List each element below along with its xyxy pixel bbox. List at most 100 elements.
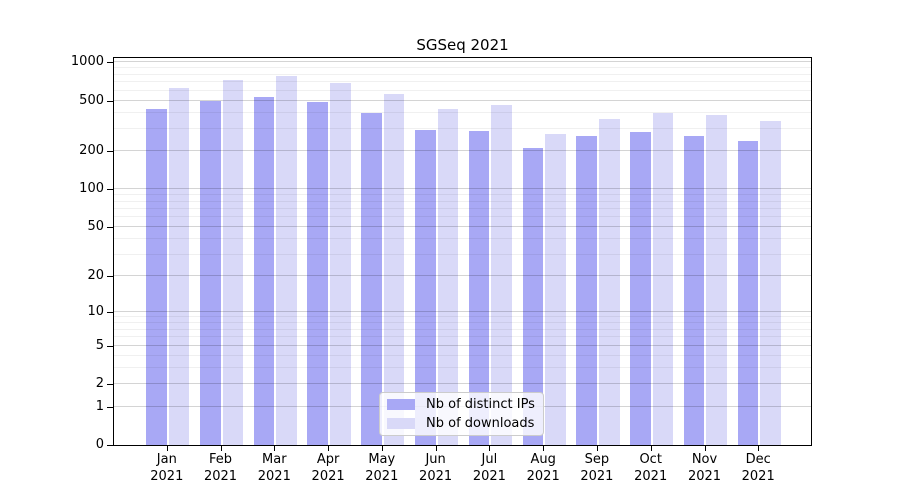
gridline-minor-700 [114,81,811,82]
x-tick-mark-apr [328,446,330,451]
y-tick-label-20: 20 [87,268,104,284]
legend-item-downloads: Nb of downloads [387,416,536,432]
x-tick-mark-jun [435,446,437,451]
x-tick-year-jul: 2021 [472,469,506,484]
gridline-minor-9 [114,316,811,318]
bar-distinct-ips-jul [468,130,490,445]
y-tick-mark-1 [107,406,113,408]
bar-downloads-feb [222,79,244,445]
gridline-minor-3 [114,367,811,369]
y-tick-label-0: 0 [95,437,104,452]
legend-label-distinct-ips: Nb of distinct IPs [426,396,535,412]
gridline-minor-600 [114,89,811,91]
x-tick-year-apr: 2021 [311,469,345,484]
x-tick-label-mar: Mar 2021 [242,451,306,485]
x-tick-year-feb: 2021 [203,469,238,484]
gridline-minor-90 [114,194,811,196]
x-tick-year-may: 2021 [365,469,399,484]
chart-title: SGSeq 2021 [416,36,509,54]
bar-distinct-ips-aug [522,148,544,445]
bar-distinct-ips-mar [253,96,275,445]
gridline-minor-40 [114,238,811,240]
bar-downloads-jul [491,105,512,445]
bar-downloads-may [383,94,405,445]
bar-downloads-dec [760,120,781,445]
y-tick-label-2: 2 [95,376,104,392]
bar-distinct-ips-jun [415,129,436,445]
y-tick-label-1: 1 [95,398,104,414]
y-tick-mark-2 [107,384,113,386]
gridline-minor-400 [114,111,811,113]
x-tick-year-jan: 2021 [150,469,184,484]
grid-layer [114,58,811,445]
bar-distinct-ips-apr [307,101,329,445]
bar-downloads-apr [330,83,351,445]
y-tick-mark-100 [107,189,113,191]
gridline-major-20 [114,275,811,277]
legend-swatch-downloads [387,418,415,429]
y-tick-label-200: 200 [79,143,104,159]
x-tick-year-nov: 2021 [687,469,722,484]
y-tick-label-50: 50 [87,219,104,235]
bar-downloads-mar [276,76,297,445]
x-tick-label-jan: Jan 2021 [135,451,199,485]
x-tick-mark-jul [489,446,491,451]
x-tick-year-sep: 2021 [580,469,614,484]
y-tick-mark-10 [107,312,113,314]
y-tick-mark-200 [107,151,113,153]
y-tick-label-100: 100 [79,181,104,197]
x-tick-year-oct: 2021 [634,469,668,484]
y-tick-label-500: 500 [79,92,104,108]
x-tick-mark-nov [704,446,706,451]
gridline-major-500 [114,99,811,101]
x-tick-label-may: May 2021 [350,451,414,485]
y-tick-mark-0 [107,445,113,446]
bar-distinct-ips-dec [737,140,759,445]
x-tick-year-aug: 2021 [526,469,560,484]
bar-downloads-nov [706,115,728,445]
gridline-minor-7 [114,328,811,330]
gridline-minor-30 [114,253,811,255]
gridline-minor-80 [114,200,811,202]
bars-layer [114,58,811,445]
x-tick-mark-may [381,446,383,451]
y-tick-mark-1000 [107,62,113,64]
gridline-minor-60 [114,216,811,218]
x-tick-year-dec: 2021 [741,469,775,484]
gridline-minor-4 [114,354,811,356]
bar-downloads-oct [652,112,674,445]
legend-label-downloads: Nb of downloads [426,415,535,431]
x-tick-mark-dec [758,446,760,451]
x-tick-mark-sep [596,446,598,451]
gridline-minor-8 [114,322,811,324]
gridline-major-1000 [114,61,811,63]
y-tick-mark-50 [107,227,113,229]
bar-distinct-ips-jan [146,109,167,445]
gridline-major-5 [114,344,811,346]
x-tick-label-oct: Oct 2021 [619,451,683,485]
gridline-minor-6 [114,336,811,338]
x-tick-label-aug: Aug 2021 [511,451,575,485]
plot-area [113,57,812,446]
y-tick-mark-20 [107,276,113,278]
x-tick-mark-oct [650,446,652,451]
legend-item-distinct-ips: Nb of distinct IPs [387,397,536,413]
y-tick-mark-5 [107,345,113,347]
bar-distinct-ips-may [361,112,382,445]
bar-distinct-ips-feb [199,100,221,445]
bar-distinct-ips-sep [576,136,597,445]
y-tick-mark-500 [107,100,113,102]
gridline-minor-70 [114,207,811,209]
bar-downloads-aug [545,133,566,445]
gridline-minor-900 [114,67,811,69]
x-tick-label-jun: Jun 2021 [404,451,468,485]
x-tick-label-jul: Jul 2021 [457,451,521,485]
x-tick-mark-jan [166,446,168,451]
x-tick-mark-feb [220,446,222,451]
x-tick-label-feb: Feb 2021 [189,451,253,485]
bar-downloads-jan [168,88,190,445]
x-tick-year-jun: 2021 [419,469,453,484]
legend: Nb of distinct IPs Nb of downloads [379,392,544,436]
legend-swatch-distinct-ips [387,399,415,410]
